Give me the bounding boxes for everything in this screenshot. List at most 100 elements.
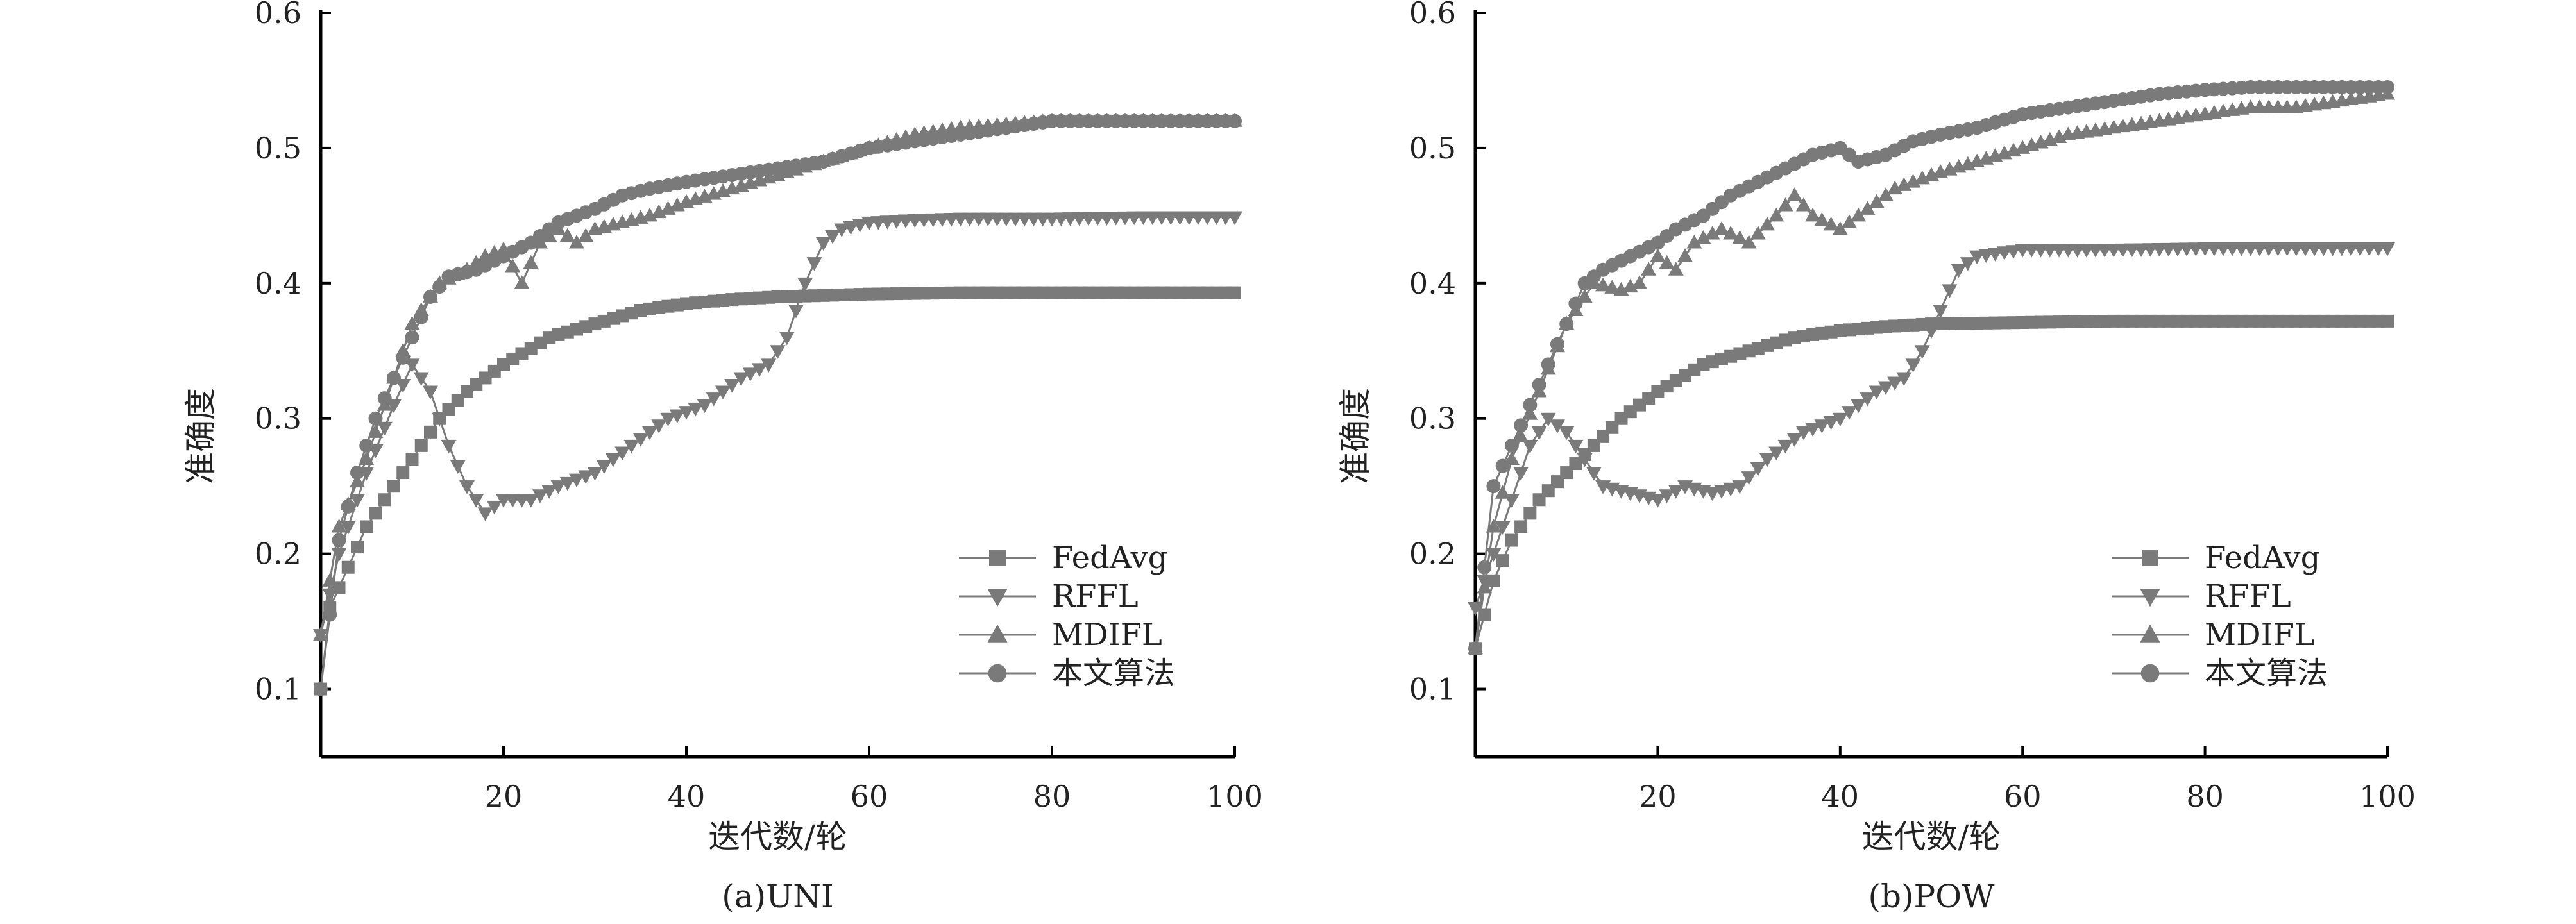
data-point [1495, 458, 1510, 473]
data-point [414, 439, 428, 452]
x-axis-label: 迭代数/轮 [708, 818, 847, 855]
data-point [1842, 214, 1858, 228]
data-point [1759, 216, 1775, 231]
data-point [770, 345, 786, 359]
data-point [1513, 467, 1529, 481]
data-point [825, 230, 840, 244]
data-point [1523, 398, 1538, 412]
data-point [1604, 280, 1620, 294]
data-point [1477, 579, 1493, 594]
data-point [314, 682, 328, 696]
y-tick-label: 0.4 [1409, 266, 1456, 301]
x-tick-label: 20 [485, 779, 523, 814]
data-point [1741, 235, 1757, 249]
legend-label: FedAvg [1052, 540, 1167, 576]
data-point [642, 426, 657, 441]
data-point [1659, 489, 1675, 503]
data-point [1531, 426, 1547, 441]
data-point [1996, 246, 2012, 260]
x-tick-label: 80 [2186, 779, 2224, 814]
data-point [1522, 406, 1538, 420]
data-point [1522, 439, 1538, 454]
data-point [1877, 187, 1894, 201]
data-point [623, 439, 640, 454]
data-point [1595, 277, 1611, 292]
data-point [341, 560, 355, 574]
data-point [1504, 438, 1519, 453]
data-point [486, 500, 502, 515]
data-point [596, 460, 612, 475]
data-point [1786, 187, 1802, 201]
data-point [1860, 392, 1876, 407]
data-point [779, 332, 795, 346]
y-tick-label: 0.5 [255, 131, 301, 165]
data-point [697, 399, 713, 414]
data-point [1549, 419, 1565, 433]
data-point [1768, 207, 1784, 222]
data-point [1814, 419, 1830, 433]
data-point [424, 425, 437, 439]
data-point [1668, 485, 1684, 499]
panel-caption: (a)UNI [722, 878, 833, 915]
legend-label: RFFL [1052, 578, 1139, 614]
y-tick-label: 0.1 [1409, 672, 1456, 707]
data-point [1228, 113, 1242, 128]
series-2 [1468, 86, 2395, 655]
legend-label: MDIFL [1052, 617, 1162, 653]
data-point [1805, 207, 1821, 222]
data-point [341, 499, 355, 514]
data-point [1960, 257, 1976, 271]
data-point [432, 412, 448, 427]
data-point [1650, 248, 1666, 262]
data-point [441, 439, 457, 454]
data-point [1732, 480, 1748, 494]
data-point [1540, 412, 1556, 427]
x-tick-label: 60 [2004, 779, 2042, 814]
legend-label: RFFL [2205, 578, 2291, 614]
data-point [405, 453, 419, 466]
data-point [1550, 337, 1564, 351]
data-point [797, 277, 813, 292]
data-point [1832, 412, 1848, 427]
data-point [450, 460, 466, 475]
data-point [569, 473, 584, 488]
data-point [396, 466, 410, 480]
data-point [523, 255, 539, 269]
data-point [322, 588, 338, 603]
x-tick-label: 100 [2359, 779, 2416, 814]
legend-marker [2140, 589, 2160, 607]
data-point [578, 470, 594, 484]
legend-marker [2140, 624, 2160, 643]
data-point [1924, 324, 1939, 339]
data-point [806, 257, 822, 271]
legend-label: MDIFL [2205, 617, 2315, 653]
y-tick-label: 0.3 [255, 401, 301, 436]
data-point [559, 228, 575, 242]
data-point [1477, 560, 1492, 575]
y-tick-label: 0.2 [255, 537, 301, 571]
data-point [1486, 479, 1501, 494]
legend-marker [2140, 664, 2160, 683]
data-point [514, 275, 530, 289]
data-point [413, 372, 429, 386]
data-point [1896, 372, 1912, 386]
data-point [523, 494, 539, 508]
data-point [606, 453, 621, 467]
data-point [323, 607, 337, 622]
data-point [715, 385, 731, 400]
data-point [2380, 242, 2395, 256]
x-tick-label: 40 [1822, 779, 1860, 814]
data-point [1586, 467, 1602, 481]
y-axis-label: 准确度 [182, 388, 219, 484]
x-tick-label: 80 [1033, 779, 1071, 814]
x-tick-label: 20 [1639, 779, 1677, 814]
legend-marker [987, 624, 1008, 643]
data-point [587, 467, 603, 481]
panel-caption: (b)POW [1868, 878, 1995, 915]
data-point [351, 541, 364, 554]
data-point [1868, 194, 1885, 208]
data-point [1495, 521, 1511, 535]
data-point [360, 520, 373, 533]
legend-marker [987, 589, 1008, 607]
